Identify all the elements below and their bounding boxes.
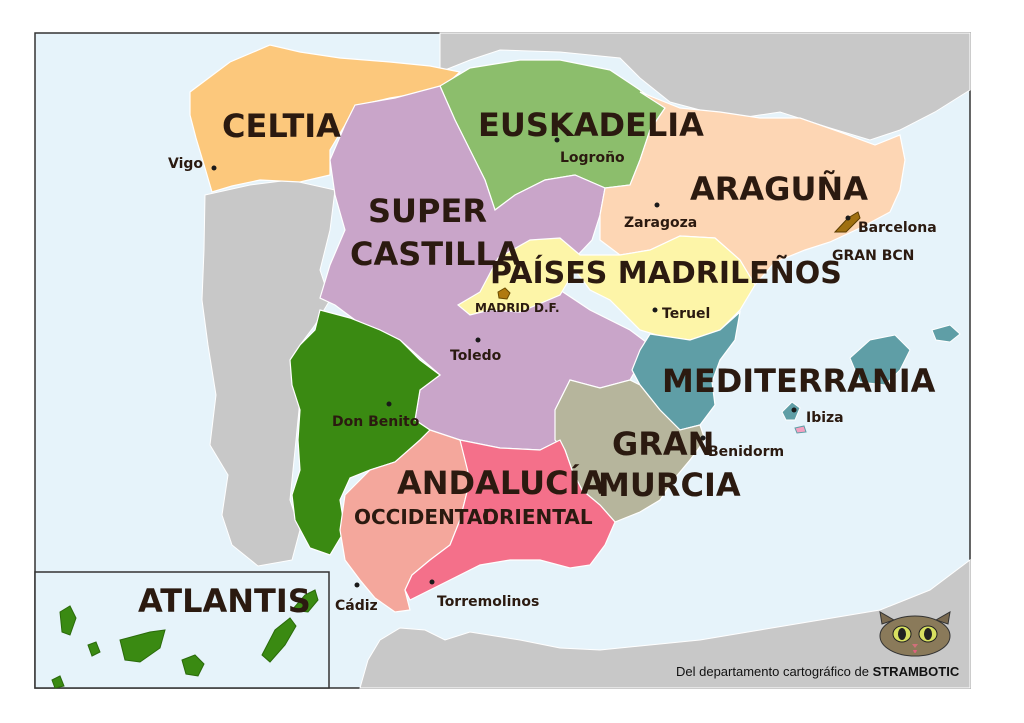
label-barcelona: Barcelona [858,220,937,236]
label-super-castilla-1: SUPER [368,192,487,230]
strambotic-cat-logo [879,611,951,657]
dot-torremolinos [429,579,435,585]
dot-don-benito [386,401,392,407]
label-benidorm: Benidorm [708,444,784,460]
region-mediterrania [631,310,741,431]
dot-logrono [554,137,560,143]
france-land [439,32,971,141]
region-andalucia-oriental [404,439,616,601]
label-logrono: Logroño [560,150,625,166]
label-torremolinos: Torremolinos [437,594,539,610]
label-gran-murcia-1: GRAN [612,425,714,463]
label-andalucia: ANDALUCÍA [397,464,606,502]
label-andalucia-occidental: OCCIDENTAL [354,505,495,529]
label-celtia: CELTIA [222,107,341,145]
label-paises-madrilenos: PAÍSES MADRILEÑOS [490,254,842,291]
dot-toledo [475,337,481,343]
region-gran-bcn [833,211,861,233]
label-gran-bcn: GRAN BCN [832,248,914,264]
label-mediterrania: MEDITERRANIA [662,362,936,400]
label-zaragoza: Zaragoza [624,215,697,231]
region-aragunya [599,91,906,287]
label-teruel: Teruel [662,306,710,322]
canary-islands [51,589,319,689]
credit-prefix: Del departamento cartográfico de [676,664,873,679]
credit-line: Del departamento cartográfico de STRAMBO… [676,664,960,679]
dot-vigo [211,165,217,171]
label-vigo: Vigo [168,156,203,172]
madrid-df-marker [497,287,511,300]
label-don-benito: Don Benito [332,414,420,430]
label-atlantis: ATLANTIS [138,582,311,620]
dot-teruel [652,307,658,313]
label-gran-murcia-2: MURCIA [598,466,741,504]
mallorca-island [849,334,911,386]
dot-zaragoza [654,202,660,208]
label-toledo: Toledo [450,348,502,364]
menorca-island [931,324,961,343]
label-ibiza: Ibiza [806,410,844,426]
formentera-island [794,425,807,434]
dot-cadiz [354,582,360,588]
label-cadiz: Cádiz [335,598,378,614]
dot-barcelona [845,215,851,221]
credit-brand: STRAMBOTIC [873,664,960,679]
city-dots [211,137,851,588]
label-andalucia-oriental: ORIENTAL [482,505,593,529]
region-don-benito [289,309,441,556]
label-super-castilla-2: CASTILLA [350,235,521,273]
label-madrid-df: MADRID D.F. [475,301,560,315]
dot-ibiza [791,407,797,413]
dot-benidorm [700,435,706,441]
label-euskadelia: EUSKADELIA [478,106,704,144]
label-aragunya: ARAGUÑA [690,170,868,208]
africa-land [359,559,971,689]
portugal-land [201,179,336,567]
ibiza-island [781,401,801,421]
